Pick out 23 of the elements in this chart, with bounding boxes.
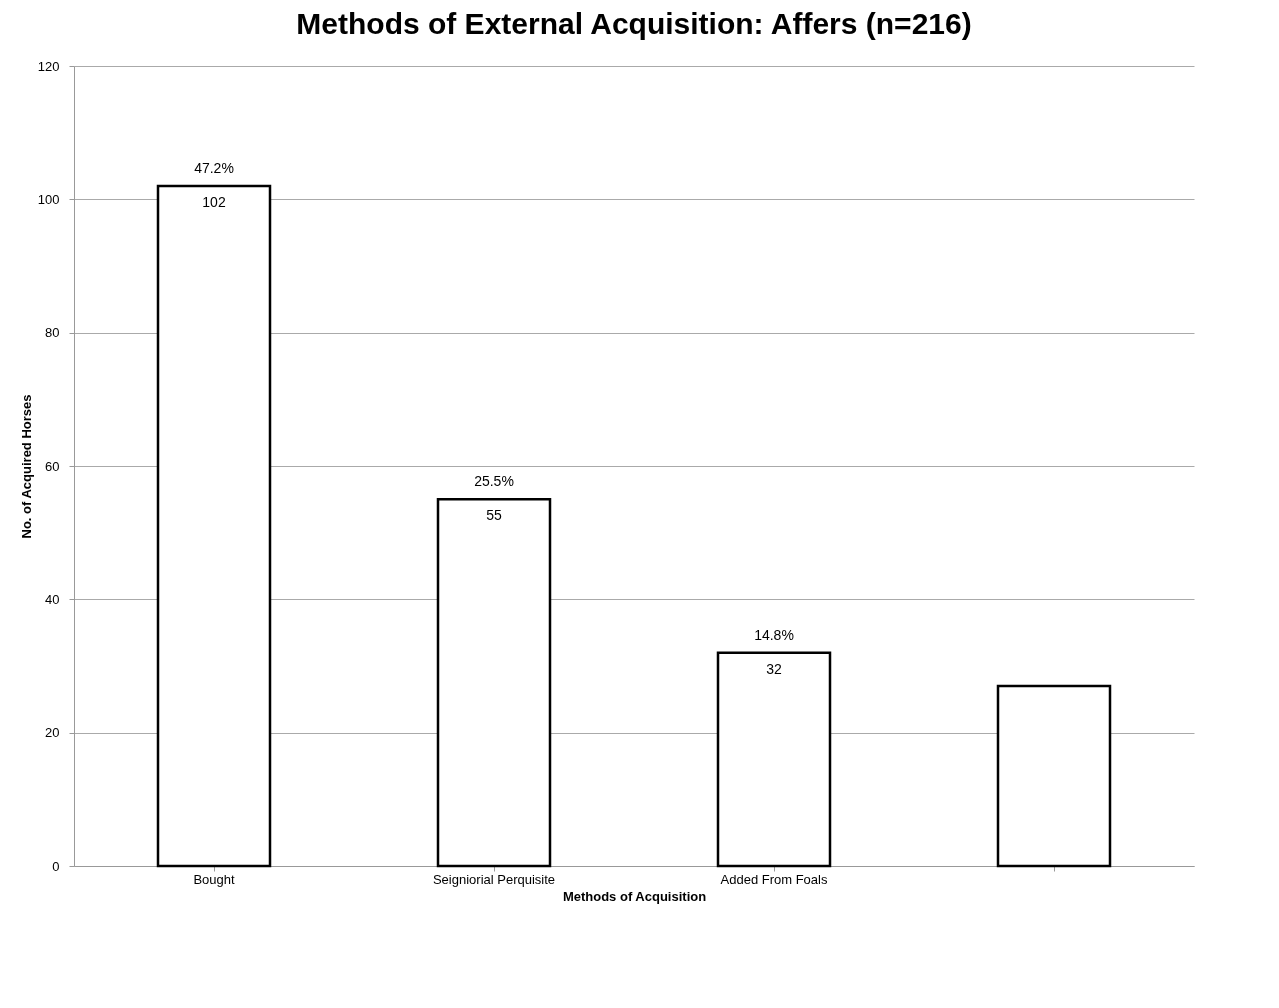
data-label: 32 bbox=[766, 660, 782, 677]
x-tick-label: Bought bbox=[193, 871, 235, 887]
y-axis-title: No. of Acquired Horses bbox=[18, 394, 34, 539]
y-tick-label: 100 bbox=[37, 191, 60, 207]
data-label: 55 bbox=[486, 507, 502, 524]
bar bbox=[156, 184, 272, 868]
x-axis-title: Methods of Acquisition bbox=[562, 888, 707, 904]
y-tick-label: 0 bbox=[52, 858, 60, 874]
y-tick-label: 20 bbox=[45, 725, 60, 741]
y-tick-label: 80 bbox=[45, 325, 60, 341]
chart-title: Methods of External Acquisition: Affers (n=216) bbox=[296, 7, 972, 40]
y-tick-label: 60 bbox=[45, 458, 60, 474]
y-tick-label: 40 bbox=[45, 591, 60, 607]
y-tick-label: 120 bbox=[37, 58, 60, 74]
data-label: 102 bbox=[202, 194, 226, 210]
bar bbox=[436, 498, 552, 868]
annotation: 25.5% bbox=[474, 473, 514, 490]
bar bbox=[996, 684, 1112, 868]
annotation: 14.8% bbox=[754, 626, 794, 643]
annotation: 47.2% bbox=[194, 160, 234, 176]
x-tick-label: Seigniorial Perquisite bbox=[432, 871, 556, 887]
x-tick-label: Added From Foals bbox=[720, 871, 828, 887]
bar bbox=[716, 651, 832, 868]
